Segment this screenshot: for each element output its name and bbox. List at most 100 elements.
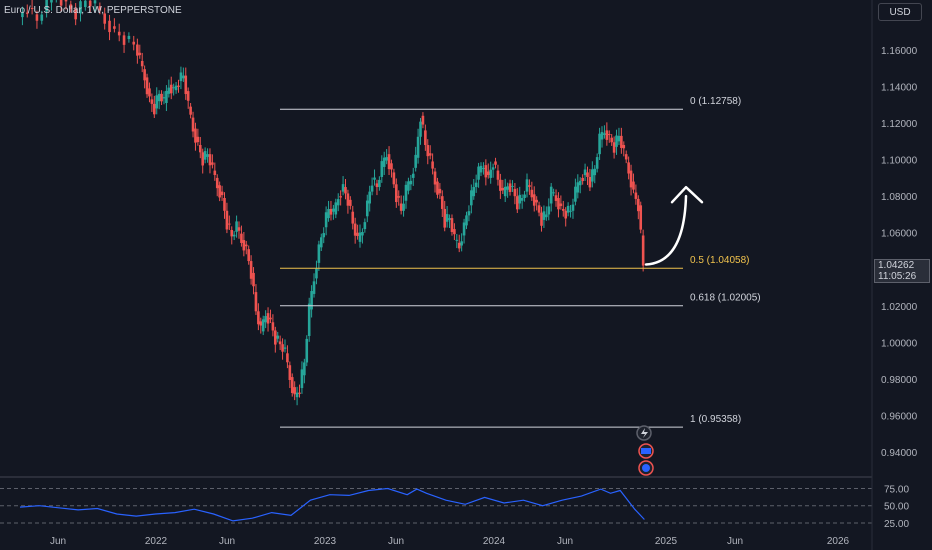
arrow-head: [670, 185, 704, 204]
candle-body: [506, 186, 509, 190]
candle-body: [220, 191, 224, 196]
candle-body: [397, 196, 401, 198]
time-axis[interactable]: Jun 2022 Jun 2023 Jun 2024 Jun 2025 Jun 2026: [50, 536, 850, 547]
price-tick-label: 0.94000: [881, 448, 918, 459]
candle-body: [569, 210, 572, 212]
candle-body: [426, 145, 430, 157]
candle-body: [103, 13, 106, 24]
fib-retracement[interactable]: 0 (1.12758) 0.5 (1.04058) 0.618 (1.02005) 1…: [280, 96, 761, 428]
candle-body: [431, 161, 434, 169]
candle-body: [520, 198, 524, 201]
candle-body: [312, 281, 316, 294]
candle-body: [612, 142, 616, 153]
candle-body: [358, 232, 362, 242]
candle-body: [421, 115, 425, 125]
candle-body: [196, 136, 200, 143]
candle-body: [341, 184, 345, 192]
price-tick-label: 0.96000: [881, 411, 918, 422]
candle-body: [607, 134, 611, 136]
candle-body: [286, 353, 289, 363]
candle-body: [620, 135, 623, 148]
eu-flag-glyph: [642, 464, 650, 472]
candle-body: [414, 154, 417, 168]
symbol-title[interactable]: Euro / U.S. Dollar, 1W, PEPPERSTONE: [4, 5, 182, 16]
candle-body: [632, 181, 635, 190]
rsi-tick-label: 50.00: [884, 502, 909, 513]
projection-arrow[interactable]: [644, 185, 704, 266]
candle-body: [470, 190, 473, 206]
candle-body: [189, 106, 192, 115]
candle-body: [254, 292, 258, 312]
candle-body: [148, 88, 151, 97]
candle-body: [494, 161, 497, 165]
last-price-tag: 1.04262 11:05:26: [874, 259, 930, 283]
candle-body: [140, 60, 144, 67]
candle-body: [629, 170, 633, 188]
candle-body: [564, 210, 568, 219]
candle-body: [559, 203, 563, 207]
time-tick-label: 2022: [145, 536, 168, 547]
candle-body: [581, 177, 584, 182]
candle-body: [557, 198, 560, 210]
candle-body: [491, 167, 495, 170]
candle-body: [165, 90, 168, 103]
candle-body: [88, 0, 92, 7]
candle-body: [387, 154, 391, 170]
candle-body: [276, 335, 280, 339]
candle-body: [346, 193, 350, 206]
candle-body: [634, 192, 638, 199]
candle-body: [453, 229, 456, 235]
candle-body: [578, 180, 582, 186]
candle-body: [428, 153, 432, 156]
fib-level-label: 0.5 (1.04058): [690, 255, 750, 266]
currency-button[interactable]: USD: [878, 3, 922, 21]
candle-body: [499, 179, 502, 191]
candle-body: [501, 187, 505, 191]
candle-body: [315, 268, 318, 279]
time-tick-label: 2024: [483, 536, 506, 547]
candle-body: [455, 239, 459, 241]
candle-body: [462, 222, 466, 236]
candle-body: [281, 344, 284, 352]
candle-body: [228, 223, 231, 225]
candle-body: [416, 136, 420, 158]
candle-body: [363, 222, 367, 230]
candle-body: [50, 0, 53, 3]
candle-body: [269, 317, 272, 320]
candle-body: [404, 184, 408, 201]
candle-body: [605, 130, 609, 140]
candle-body: [201, 152, 205, 166]
candle-body: [368, 191, 371, 204]
candle-body: [35, 14, 39, 21]
candle-body: [552, 192, 555, 194]
candle-body: [349, 199, 352, 206]
candle-body: [179, 72, 183, 82]
candle-body: [528, 185, 531, 187]
candle-body: [472, 187, 476, 197]
candle-body: [622, 145, 626, 149]
candle-body: [305, 338, 309, 363]
candle-body: [117, 31, 121, 36]
bar-countdown: 11:05:26: [878, 271, 917, 282]
time-tick-label: 2025: [655, 536, 678, 547]
candle-body: [523, 194, 526, 199]
candle-body: [319, 237, 323, 248]
candle-body: [402, 203, 405, 211]
time-tick-label: Jun: [557, 536, 573, 547]
candle-body: [380, 161, 384, 177]
candle-body: [419, 121, 422, 137]
rsi-pane: 75.00 50.00 25.00: [0, 484, 909, 530]
candle-body: [547, 206, 551, 215]
event-markers[interactable]: [636, 425, 654, 476]
candle-body: [603, 133, 606, 135]
candle-body: [150, 99, 154, 104]
time-tick-label: Jun: [727, 536, 743, 547]
candle-body: [45, 0, 48, 12]
candle-body: [218, 185, 221, 198]
candle-body: [317, 244, 321, 263]
candle-body: [247, 249, 250, 262]
candle-body: [496, 170, 500, 180]
candle-body: [25, 12, 29, 14]
candle-body: [74, 8, 77, 20]
